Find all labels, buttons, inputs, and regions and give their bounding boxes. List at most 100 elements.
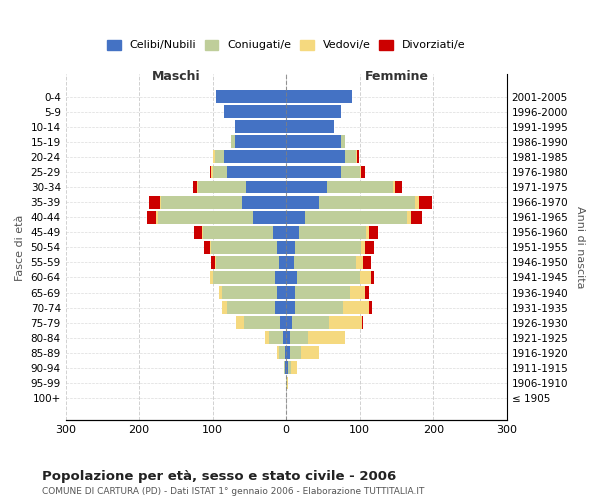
Bar <box>407 211 411 224</box>
Bar <box>395 180 403 194</box>
Bar <box>358 150 359 164</box>
Bar <box>149 196 160 208</box>
Bar <box>286 332 290 344</box>
Bar <box>350 286 365 299</box>
Bar <box>295 286 350 299</box>
Bar <box>279 346 285 359</box>
Bar <box>286 90 352 103</box>
Bar <box>286 241 295 254</box>
Bar <box>265 332 269 344</box>
Bar <box>286 106 341 118</box>
Bar <box>286 180 326 194</box>
Bar <box>273 226 286 238</box>
Bar <box>236 316 244 329</box>
Bar <box>369 226 378 238</box>
Bar <box>305 211 407 224</box>
Bar <box>231 136 235 148</box>
Bar <box>235 136 286 148</box>
Bar <box>286 256 293 269</box>
Bar <box>308 332 345 344</box>
Bar <box>217 90 286 103</box>
Bar <box>292 362 297 374</box>
Bar <box>286 226 299 238</box>
Bar <box>299 226 365 238</box>
Bar <box>279 256 286 269</box>
Bar <box>275 271 286 284</box>
Bar <box>198 180 246 194</box>
Y-axis label: Anni di nascita: Anni di nascita <box>575 206 585 288</box>
Bar <box>341 136 345 148</box>
Bar <box>222 286 277 299</box>
Bar <box>275 301 286 314</box>
Bar <box>292 316 329 329</box>
Bar <box>286 120 334 133</box>
Bar <box>345 150 356 164</box>
Y-axis label: Fasce di età: Fasce di età <box>15 214 25 280</box>
Bar <box>286 166 341 178</box>
Text: Femmine: Femmine <box>364 70 428 83</box>
Bar <box>193 180 197 194</box>
Bar <box>212 271 275 284</box>
Bar <box>365 241 374 254</box>
Bar <box>360 166 361 178</box>
Bar <box>341 166 360 178</box>
Bar <box>212 166 227 178</box>
Bar <box>160 196 161 208</box>
Bar <box>393 180 395 194</box>
Legend: Celibi/Nubili, Coniugati/e, Vedovi/e, Divorziati/e: Celibi/Nubili, Coniugati/e, Vedovi/e, Di… <box>103 35 469 55</box>
Bar <box>221 301 227 314</box>
Bar <box>362 316 364 329</box>
Bar <box>224 150 286 164</box>
Bar <box>326 180 393 194</box>
Bar <box>204 241 210 254</box>
Bar <box>361 241 365 254</box>
Bar <box>286 346 290 359</box>
Bar <box>290 346 301 359</box>
Bar <box>293 256 356 269</box>
Bar <box>368 301 372 314</box>
Bar <box>286 301 295 314</box>
Bar <box>215 256 217 269</box>
Bar <box>211 166 212 178</box>
Bar <box>158 211 253 224</box>
Bar <box>286 150 345 164</box>
Bar <box>246 180 286 194</box>
Bar <box>277 286 286 299</box>
Bar <box>365 226 369 238</box>
Text: Popolazione per età, sesso e stato civile - 2006: Popolazione per età, sesso e stato civil… <box>42 470 396 483</box>
Bar <box>194 226 202 238</box>
Text: COMUNE DI CARTURA (PD) - Dati ISTAT 1° gennaio 2006 - Elaborazione TUTTITALIA.IT: COMUNE DI CARTURA (PD) - Dati ISTAT 1° g… <box>42 488 424 496</box>
Bar <box>227 301 275 314</box>
Bar <box>277 241 286 254</box>
Bar <box>285 346 286 359</box>
Bar <box>301 346 319 359</box>
Text: Maschi: Maschi <box>152 70 200 83</box>
Bar <box>211 256 215 269</box>
Bar <box>214 150 215 164</box>
Bar <box>319 196 415 208</box>
Bar <box>290 332 308 344</box>
Bar <box>356 256 364 269</box>
Bar <box>269 332 283 344</box>
Bar <box>361 166 365 178</box>
Bar <box>371 271 374 284</box>
Bar <box>147 211 156 224</box>
Bar <box>286 376 287 390</box>
Bar <box>224 106 286 118</box>
Bar <box>295 301 343 314</box>
Bar <box>286 196 319 208</box>
Bar <box>287 362 292 374</box>
Bar <box>203 226 273 238</box>
Bar <box>210 241 211 254</box>
Bar <box>161 196 242 208</box>
Bar <box>217 256 279 269</box>
Bar <box>356 150 358 164</box>
Bar <box>360 271 371 284</box>
Bar <box>286 211 305 224</box>
Bar <box>283 332 286 344</box>
Bar <box>218 286 222 299</box>
Bar <box>286 316 292 329</box>
Bar <box>419 196 432 208</box>
Bar <box>287 376 289 390</box>
Bar <box>329 316 362 329</box>
